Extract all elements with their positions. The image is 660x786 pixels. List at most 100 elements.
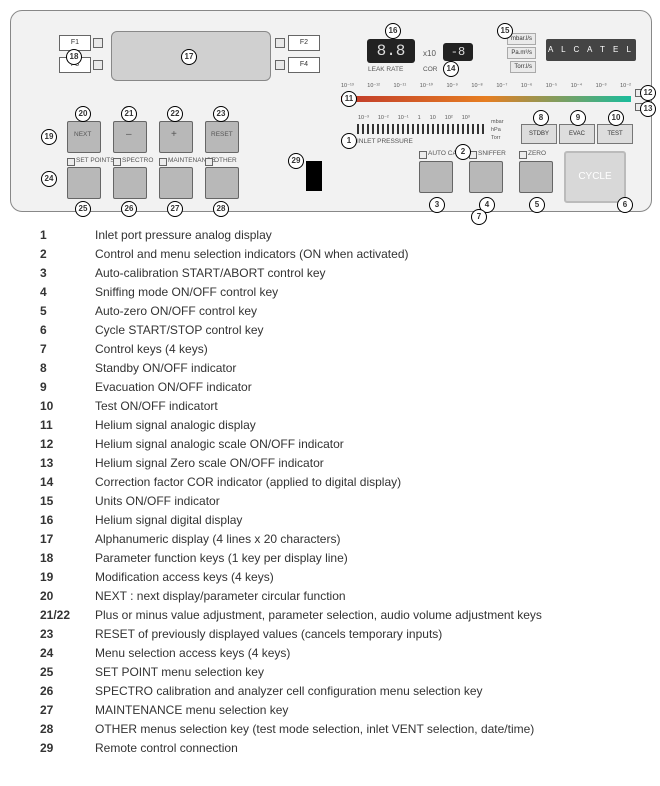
legend-text: Helium signal Zero scale ON/OFF indicato…: [95, 454, 324, 472]
legend-text: Menu selection access keys (4 keys): [95, 644, 290, 662]
instrument-panel: F1 F3 F2 F4 NEXT – + RESET SET POINTS SP…: [10, 10, 652, 212]
co-27: 27: [167, 201, 183, 217]
legend-text: Alphanumeric display (4 lines x 20 chara…: [95, 530, 340, 548]
cor-label: COR: [423, 66, 437, 73]
co-2: 2: [455, 144, 471, 160]
legend-row: 18Parameter function keys (1 key per dis…: [40, 549, 660, 567]
legend-number: 29: [40, 739, 95, 757]
zero-button[interactable]: [519, 161, 553, 193]
lbl-setpoints: SET POINTS: [76, 157, 115, 164]
co-3: 3: [429, 197, 445, 213]
fkey-f4[interactable]: F4: [288, 57, 320, 73]
ind-maint: [159, 158, 167, 166]
co-6: 6: [617, 197, 633, 213]
co-19: 19: [41, 129, 57, 145]
co-1: 1: [341, 133, 357, 149]
setpoints-button[interactable]: [67, 167, 101, 199]
led-f2: [275, 38, 285, 48]
legend-list: 1Inlet port pressure analog display2Cont…: [10, 226, 660, 757]
legend-text: Remote control connection: [95, 739, 238, 757]
co-29: 29: [288, 153, 304, 169]
lbl-zero: ZERO: [528, 150, 546, 157]
co-14: 14: [443, 61, 459, 77]
co-24: 24: [41, 171, 57, 187]
legend-row: 11Helium signal analogic display: [40, 416, 660, 434]
co-28: 28: [213, 201, 229, 217]
legend-row: 21/22Plus or minus value adjustment, par…: [40, 606, 660, 624]
legend-text: SPECTRO calibration and analyzer cell co…: [95, 682, 483, 700]
brand-logo: A L C A T E L: [546, 39, 636, 61]
remote-port[interactable]: [306, 161, 322, 191]
legend-row: 7Control keys (4 keys): [40, 340, 660, 358]
co-10: 10: [608, 110, 624, 126]
led-f3: [93, 60, 103, 70]
maintenance-button[interactable]: [159, 167, 193, 199]
legend-text: Inlet port pressure analog display: [95, 226, 272, 244]
legend-row: 2Control and menu selection indicators (…: [40, 245, 660, 263]
helium-scale-bar: [341, 96, 631, 102]
u-hpa: hPa: [491, 127, 501, 133]
sniffer-button[interactable]: [469, 161, 503, 193]
lbl-sniffer: SNIFFER: [478, 150, 506, 157]
legend-text: OTHER menus selection key (test mode sel…: [95, 720, 534, 738]
legend-row: 20NEXT : next display/parameter circular…: [40, 587, 660, 605]
legend-number: 9: [40, 378, 95, 396]
unit-torr: Torr.l/s: [510, 61, 536, 73]
lbl-other: OTHER: [214, 157, 237, 164]
ind-setpoints: [67, 158, 75, 166]
ind-autocal: [419, 151, 427, 159]
legend-text: Modification access keys (4 keys): [95, 568, 274, 586]
ind-spectro: [113, 158, 121, 166]
legend-row: 12Helium signal analogic scale ON/OFF in…: [40, 435, 660, 453]
leak-rate-display: 8.8: [367, 39, 415, 63]
legend-number: 18: [40, 549, 95, 567]
co-21: 21: [121, 106, 137, 122]
legend-row: 10Test ON/OFF indicatort: [40, 397, 660, 415]
legend-number: 21/22: [40, 606, 95, 624]
ind-zero: [519, 151, 527, 159]
other-button[interactable]: [205, 167, 239, 199]
legend-row: 6Cycle START/STOP control key: [40, 321, 660, 339]
legend-row: 24Menu selection access keys (4 keys): [40, 644, 660, 662]
u-torr: Torr: [491, 135, 500, 141]
legend-row: 15Units ON/OFF indicator: [40, 492, 660, 510]
legend-number: 13: [40, 454, 95, 472]
legend-text: Plus or minus value adjustment, paramete…: [95, 606, 542, 624]
cycle-button[interactable]: CYCLE: [564, 151, 626, 203]
spectro-button[interactable]: [113, 167, 147, 199]
co-22: 22: [167, 106, 183, 122]
legend-text: RESET of previously displayed values (ca…: [95, 625, 442, 643]
co-18: 18: [66, 49, 82, 65]
legend-text: SET POINT menu selection key: [95, 663, 264, 681]
co-13: 13: [640, 101, 656, 117]
legend-row: 4Sniffing mode ON/OFF control key: [40, 283, 660, 301]
legend-text: Control keys (4 keys): [95, 340, 208, 358]
co-17: 17: [181, 49, 197, 65]
test-indicator: TEST: [597, 124, 633, 144]
co-23: 23: [213, 106, 229, 122]
xpow-label: x10: [423, 49, 436, 58]
leak-rate-label: LEAK RATE: [368, 66, 403, 73]
co-16: 16: [385, 23, 401, 39]
legend-number: 6: [40, 321, 95, 339]
led-f4: [275, 60, 285, 70]
stdby-indicator: STDBY: [521, 124, 557, 144]
legend-row: 23RESET of previously displayed values (…: [40, 625, 660, 643]
unit-pa: Pa.m³/s: [507, 47, 536, 59]
fkey-f2[interactable]: F2: [288, 35, 320, 51]
legend-text: MAINTENANCE menu selection key: [95, 701, 288, 719]
co-15: 15: [497, 23, 513, 39]
legend-number: 1: [40, 226, 95, 244]
exp-display: -8: [443, 43, 473, 61]
lbl-spectro: SPECTRO: [122, 157, 153, 164]
legend-row: 28OTHER menus selection key (test mode s…: [40, 720, 660, 738]
legend-row: 25SET POINT menu selection key: [40, 663, 660, 681]
legend-number: 5: [40, 302, 95, 320]
legend-number: 12: [40, 435, 95, 453]
inlet-ticks: 10⁻³10⁻²10⁻¹ 11010² 10³: [358, 115, 470, 121]
legend-number: 2: [40, 245, 95, 263]
led-f1: [93, 38, 103, 48]
autocal-button[interactable]: [419, 161, 453, 193]
co-11: 11: [341, 91, 357, 107]
legend-row: 3Auto-calibration START/ABORT control ke…: [40, 264, 660, 282]
